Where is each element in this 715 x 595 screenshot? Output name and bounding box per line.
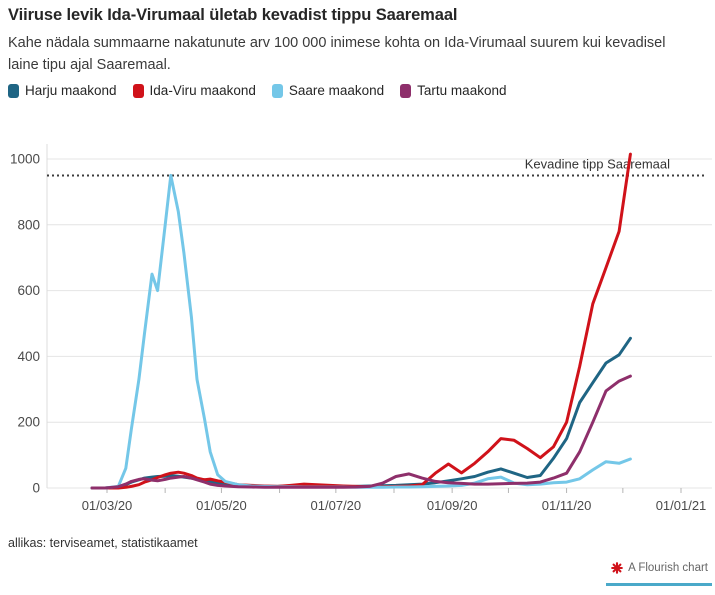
x-tick-label: 01/03/20 [82,498,133,513]
chart-legend: Harju maakond Ida-Viru maakond Saare maako… [8,83,506,98]
y-tick-label: 1000 [10,152,40,167]
flourish-credit-label: A Flourish chart [628,562,708,574]
y-tick-label: 400 [17,349,40,364]
x-tick-label: 01/05/20 [196,498,247,513]
series-line-ida-viru[interactable] [90,152,632,490]
annotation-label: Kevadine tipp Saaremaal [525,156,670,171]
legend-label: Tartu maakond [417,83,507,98]
legend-item-ida-viru: Ida-Viru maakond [132,83,256,98]
x-tick-label: 01/09/20 [427,498,478,513]
legend-label: Harju maakond [25,83,117,98]
legend-item-saare: Saare maakond [271,83,385,98]
flourish-flower-icon [611,562,623,574]
line-chart-plot[interactable]: 0 200 400 600 800 1000 01/03/20 01/05/20 01/07/2… [0,130,715,530]
y-tick-label: 600 [17,283,40,298]
series-line-saare[interactable] [90,173,632,490]
legend-label: Saare maakond [288,83,385,98]
y-tick-label: 0 [32,481,40,496]
legend-item-harju: Harju maakond [8,83,117,98]
legend-item-tartu: Tartu maakond [400,83,506,98]
flourish-credit-underline [606,583,712,586]
chart-subtitle: Kahe nädala summaarne nakatunute arv 100… [8,35,666,74]
x-tick-label: 01/01/21 [656,498,707,513]
chart-header: Viiruse levik Ida-Virumaal ületab kevadi… [8,4,708,77]
y-tick-label: 800 [17,217,40,232]
series-line-tartu[interactable] [90,374,632,490]
source-credit: allikas: terviseamet, statistikaamet [8,536,198,550]
page-title: Viiruse levik Ida-Virumaal ületab kevadi… [8,6,458,24]
x-tick-label: 01/11/20 [542,498,592,513]
legend-swatch [271,83,283,98]
legend-swatch [8,83,19,98]
y-tick-label: 200 [17,415,40,430]
x-tick-label: 01/07/20 [311,498,362,513]
flourish-credit-link[interactable]: A Flourish chart [607,560,712,580]
series-line-harju[interactable] [90,336,632,490]
legend-label: Ida-Viru maakond [149,83,256,98]
legend-swatch [400,83,412,98]
legend-swatch [132,83,144,98]
